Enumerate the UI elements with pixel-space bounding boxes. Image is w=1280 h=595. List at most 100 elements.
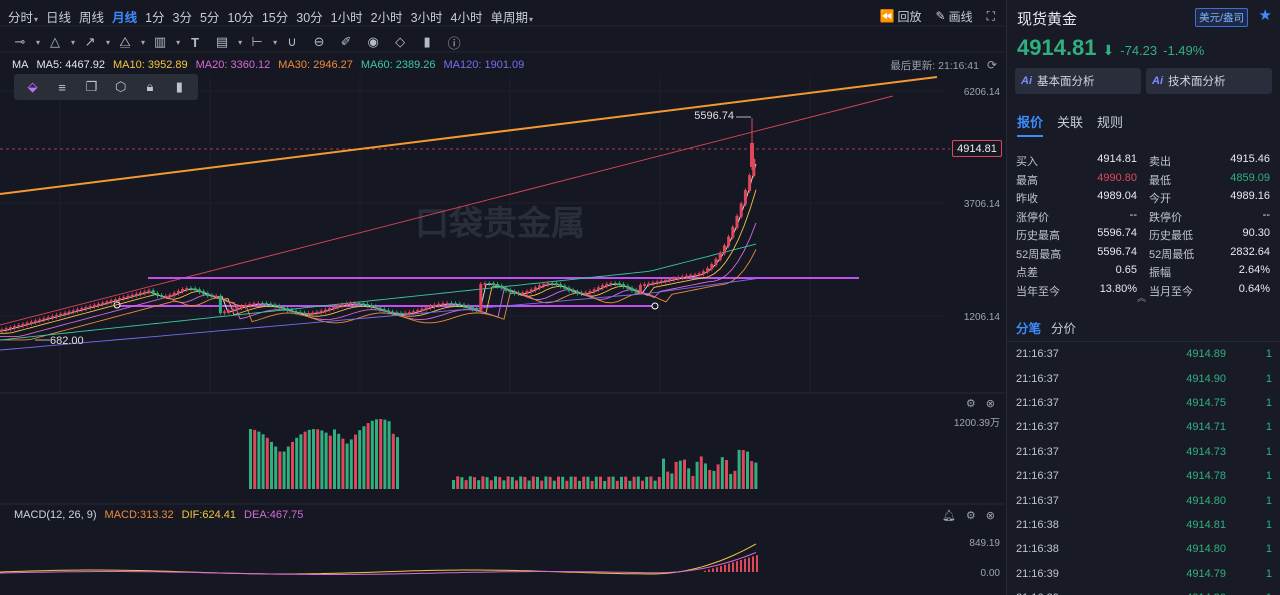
settings-icon[interactable]: ⬡ bbox=[114, 79, 127, 94]
macd-histogram-bar bbox=[752, 556, 754, 572]
volume-bar bbox=[391, 433, 395, 489]
period-8[interactable]: 15分 bbox=[258, 7, 292, 26]
edit-icon[interactable]: ✐ bbox=[340, 34, 352, 49]
tick-price: 4914.80 bbox=[1186, 543, 1226, 556]
paint-bucket-icon[interactable]: ⬙ bbox=[27, 79, 38, 94]
panel-tab-1[interactable]: 关联 bbox=[1057, 115, 1084, 130]
candle bbox=[323, 309, 327, 312]
ma-value: MA20: 3360.12 bbox=[195, 59, 271, 71]
candle bbox=[743, 189, 747, 205]
bell-icon[interactable]: 🔔︎ bbox=[941, 510, 956, 522]
measure-tool-icon[interactable]: ⊢ bbox=[251, 34, 263, 49]
candle bbox=[118, 298, 122, 301]
period-7[interactable]: 10分 bbox=[223, 7, 257, 26]
period-0[interactable]: 分时▾ bbox=[4, 7, 42, 26]
volume-bar bbox=[620, 476, 623, 489]
ma-label[interactable]: MA bbox=[12, 59, 29, 71]
eye-icon[interactable]: ◉ bbox=[367, 34, 379, 49]
period-14[interactable]: 单周期▾ bbox=[486, 7, 537, 26]
period-label: 分时 bbox=[8, 10, 34, 25]
tick-time: 21:16:37 bbox=[1016, 470, 1059, 483]
candle bbox=[202, 291, 206, 295]
line-tool-icon[interactable]: ⊸ bbox=[14, 34, 26, 49]
quote-value: 0.65 bbox=[1115, 264, 1137, 277]
gear-icon[interactable]: ⚙ bbox=[965, 510, 976, 522]
tick-tab-1[interactable]: 分价 bbox=[1051, 322, 1077, 336]
text-tool-icon[interactable]: T bbox=[191, 34, 200, 50]
period-3[interactable]: 月线 bbox=[108, 7, 141, 26]
candle bbox=[722, 245, 726, 254]
period-12[interactable]: 3小时 bbox=[407, 7, 447, 26]
candle bbox=[643, 284, 647, 286]
fullscreen-button[interactable]: ⛶ bbox=[987, 9, 995, 24]
eraser-icon[interactable]: ◇ bbox=[395, 34, 406, 49]
macd-title[interactable]: MACD(12, 26, 9) bbox=[14, 509, 97, 521]
fundamental-analysis-button[interactable]: Ai 基本面分析 bbox=[1015, 68, 1141, 94]
technical-analysis-button[interactable]: Ai 技术面分析 bbox=[1146, 68, 1272, 94]
period-4[interactable]: 1分 bbox=[141, 7, 168, 26]
close-icon[interactable]: ⊗ bbox=[985, 510, 995, 522]
delete-icon[interactable]: ▮ bbox=[175, 79, 183, 94]
copy-icon[interactable]: ❐ bbox=[85, 79, 98, 94]
tick-row: 21:16:38 4914.80 1 bbox=[1006, 537, 1280, 561]
bar-tool-icon[interactable]: ▥ bbox=[153, 34, 167, 49]
volume-bar bbox=[464, 480, 468, 489]
period-9[interactable]: 30分 bbox=[292, 7, 326, 26]
volume-bar bbox=[586, 476, 590, 489]
magnet-icon[interactable]: ∪ bbox=[287, 34, 297, 49]
tick-price: 4914.73 bbox=[1186, 445, 1226, 458]
refresh-icon[interactable]: ⟳ bbox=[986, 58, 997, 72]
replay-button[interactable]: ⏪ 回放 bbox=[880, 8, 922, 25]
volume-bar bbox=[477, 480, 481, 489]
quote-cell: 涨停价 -- bbox=[1010, 209, 1143, 225]
volume-bar bbox=[303, 431, 307, 489]
ray-tool-icon[interactable]: ↗ bbox=[84, 34, 96, 49]
candle bbox=[349, 303, 353, 305]
instrument-name: 现货黄金 bbox=[1017, 11, 1078, 28]
volume-bar bbox=[741, 450, 745, 489]
candle bbox=[487, 283, 491, 285]
period-10[interactable]: 1小时 bbox=[327, 7, 367, 26]
note-tool-icon[interactable]: ▤ bbox=[215, 34, 229, 49]
volume-bar bbox=[691, 475, 695, 489]
candle bbox=[319, 310, 323, 313]
triangle-tool-icon[interactable]: △ bbox=[50, 34, 61, 49]
period-1[interactable]: 日线 bbox=[42, 7, 75, 26]
info-icon[interactable]: ⓘ bbox=[447, 35, 461, 51]
period-13[interactable]: 4小时 bbox=[447, 7, 487, 26]
period-5[interactable]: 3分 bbox=[169, 7, 196, 26]
trend-line-orange bbox=[0, 76, 938, 195]
period-label: 日线 bbox=[46, 10, 72, 25]
gear-icon[interactable]: ⚙ bbox=[965, 398, 976, 410]
period-11[interactable]: 2小时 bbox=[367, 7, 407, 26]
candle bbox=[50, 316, 54, 319]
panel-tab-0[interactable]: 报价 bbox=[1017, 112, 1044, 137]
lock-icon[interactable]: 🔒︎ bbox=[146, 79, 154, 94]
tick-tab-0[interactable]: 分笔 bbox=[1016, 322, 1042, 336]
period-2[interactable]: 周线 bbox=[75, 7, 108, 26]
quote-label: 买入 bbox=[1016, 156, 1038, 169]
line-handle[interactable] bbox=[651, 302, 659, 310]
volume-bar bbox=[540, 480, 544, 489]
volume-bar bbox=[552, 480, 556, 489]
chevron-up-icon[interactable]: ︽ bbox=[1137, 293, 1147, 303]
volume-bar bbox=[379, 419, 383, 489]
quote-label: 涨停价 bbox=[1016, 211, 1049, 224]
volume-bar bbox=[333, 429, 336, 489]
trash-icon[interactable]: ▮ bbox=[423, 34, 431, 49]
link-icon[interactable]: ⊖ bbox=[313, 34, 325, 49]
draw-line-button[interactable]: ✎ 画线 bbox=[936, 8, 973, 25]
volume-bar bbox=[712, 470, 716, 489]
panel-tabs: 报价 关联 规则 bbox=[1007, 94, 1280, 137]
star-icon[interactable]: ★ bbox=[1258, 7, 1272, 24]
line-style-icon[interactable]: ≡ bbox=[58, 79, 66, 95]
shape-tool-icon[interactable]: ⧋ bbox=[119, 34, 131, 49]
candlestick-chart[interactable]: 口袋贵金属 6206.14 3706.14 1206.14 5596.74 682.00 1… bbox=[0, 0, 1005, 595]
candle bbox=[546, 283, 550, 285]
period-6[interactable]: 5分 bbox=[196, 7, 223, 26]
panel-tab-2[interactable]: 规则 bbox=[1097, 115, 1124, 130]
rewind-icon: ⏪ bbox=[879, 9, 895, 23]
close-icon[interactable]: ⊗ bbox=[985, 398, 995, 410]
ma-legend: MA MA5: 4467.92 MA10: 3952.89 MA20: 3360.1… bbox=[0, 56, 1005, 74]
quote-cell: 振幅 2.64% bbox=[1143, 264, 1276, 280]
